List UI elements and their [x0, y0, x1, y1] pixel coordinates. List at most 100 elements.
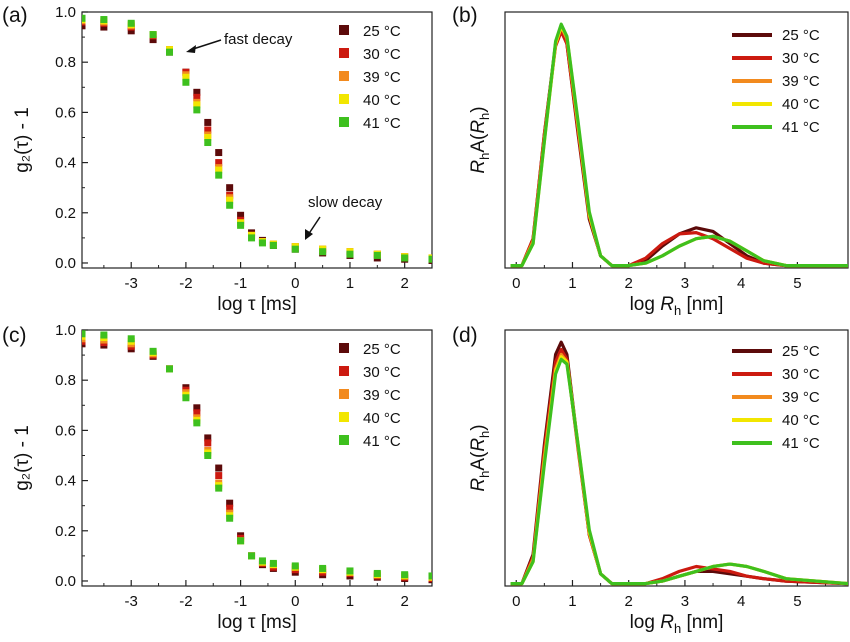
- series-line: [510, 347, 848, 586]
- data-point: [401, 254, 409, 262]
- label-part: h: [477, 471, 492, 478]
- plot-frame: [81, 329, 433, 587]
- series-line: [510, 357, 848, 586]
- data-point: [193, 93, 201, 101]
- legend-label: 25 °C: [782, 27, 820, 44]
- legend-label: 41 °C: [363, 433, 401, 450]
- x-tick-label: 0: [291, 275, 299, 292]
- x-tick-label: 1: [346, 593, 354, 610]
- data-point: [428, 572, 432, 580]
- panel-c: (c) -3 -2 -1 0 1 2 0.0 0.2 0.4 0.6 0.8 1.0 log τ [ms]…: [2, 322, 433, 633]
- data-point: [166, 48, 173, 56]
- label-part: ): [468, 106, 489, 112]
- y-tick-label: 0.4: [55, 473, 76, 490]
- data-point: [346, 250, 354, 258]
- data-point: [193, 404, 201, 412]
- series-4: [510, 22, 848, 268]
- label-part: h: [674, 621, 681, 636]
- data-point: [226, 504, 234, 512]
- panel-label: (b): [452, 4, 478, 27]
- label-part: log τ: [217, 612, 256, 633]
- legend-label: 30 °C: [782, 50, 820, 67]
- legend-label: 39 °C: [782, 73, 820, 90]
- data-point: [127, 335, 135, 343]
- data-point: [182, 78, 190, 86]
- legend-label: 25 °C: [363, 341, 401, 358]
- panel-label: (c): [2, 324, 27, 347]
- series-1: [510, 347, 848, 586]
- legend-label: 25 °C: [363, 23, 401, 40]
- plot-area: [82, 330, 432, 584]
- data-point: [193, 419, 201, 427]
- y-tick-label: 0.8: [55, 372, 76, 389]
- label-part: [nm]: [681, 294, 723, 315]
- data-point: [166, 365, 173, 373]
- y-axis-label: RhA(Rh): [468, 424, 492, 491]
- data-point: [237, 537, 245, 545]
- data-point: [149, 36, 157, 44]
- label-part: h: [477, 153, 492, 160]
- data-point: [373, 569, 381, 577]
- label-part: A(: [468, 451, 489, 471]
- annotation-arrowhead: [305, 229, 313, 240]
- data-point: [204, 451, 212, 459]
- legend-swatch: [339, 117, 349, 127]
- y-tick-label: 0.0: [55, 255, 76, 272]
- data-point: [226, 499, 234, 507]
- legend-swatch: [339, 435, 349, 445]
- legend-swatch: [339, 71, 349, 81]
- data-point: [269, 559, 277, 567]
- data-point: [269, 241, 277, 249]
- x-tick-label: 1: [568, 593, 576, 610]
- legend-label: 39 °C: [782, 389, 820, 406]
- data-point: [149, 347, 157, 355]
- series-4: [82, 330, 432, 580]
- legend-swatch: [339, 389, 349, 399]
- x-tick-label: 2: [625, 593, 633, 610]
- data-point: [346, 567, 354, 575]
- plot-frame: [504, 11, 849, 269]
- legend-swatch: [339, 94, 349, 104]
- y-tick-label: 0.6: [55, 104, 76, 121]
- legend-label: 30 °C: [782, 366, 820, 383]
- annotation-fast-decay: fast decay: [224, 31, 293, 48]
- y-tick-label: 1.0: [55, 322, 76, 339]
- panel-a: (a) -3 -2 -1 0 1 2 0.0 0.2 0.4 0.6 0.8 1.0 log τ [ms]…: [2, 4, 433, 315]
- x-tick-label: 4: [737, 593, 745, 610]
- data-point: [193, 106, 201, 114]
- x-tick-label: 1: [568, 275, 576, 292]
- legend-label: 39 °C: [363, 387, 401, 404]
- data-point: [428, 255, 432, 263]
- data-point: [215, 159, 223, 167]
- x-axis-label: log Rh [nm]: [630, 294, 724, 318]
- data-point: [258, 557, 266, 565]
- label-part: h: [477, 431, 492, 438]
- x-axis-label: log τ [ms]: [217, 612, 296, 633]
- data-point: [100, 331, 108, 339]
- data-point: [226, 184, 234, 192]
- y-tick-label: 0.8: [55, 54, 76, 71]
- x-axis-label: log Rh [nm]: [630, 612, 724, 636]
- legend-swatch: [339, 366, 349, 376]
- data-point: [226, 514, 234, 522]
- data-point: [237, 221, 245, 229]
- x-tick-label: 0: [291, 593, 299, 610]
- x-tick-label: 0: [512, 275, 520, 292]
- data-point: [100, 16, 108, 24]
- data-point: [204, 139, 212, 147]
- data-point: [193, 409, 201, 417]
- data-point: [204, 118, 212, 126]
- panel-label: (d): [452, 324, 478, 347]
- x-tick-label: -3: [125, 593, 138, 610]
- data-point: [215, 149, 223, 157]
- annotation-arrow: [307, 216, 321, 236]
- y-tick-label: 0.2: [55, 205, 76, 222]
- data-point: [193, 88, 201, 96]
- x-tick-label: 2: [400, 275, 408, 292]
- plot-area: [510, 340, 848, 586]
- data-point: [215, 472, 223, 480]
- data-point: [204, 439, 212, 447]
- legend-label: 25 °C: [782, 343, 820, 360]
- data-point: [291, 245, 299, 253]
